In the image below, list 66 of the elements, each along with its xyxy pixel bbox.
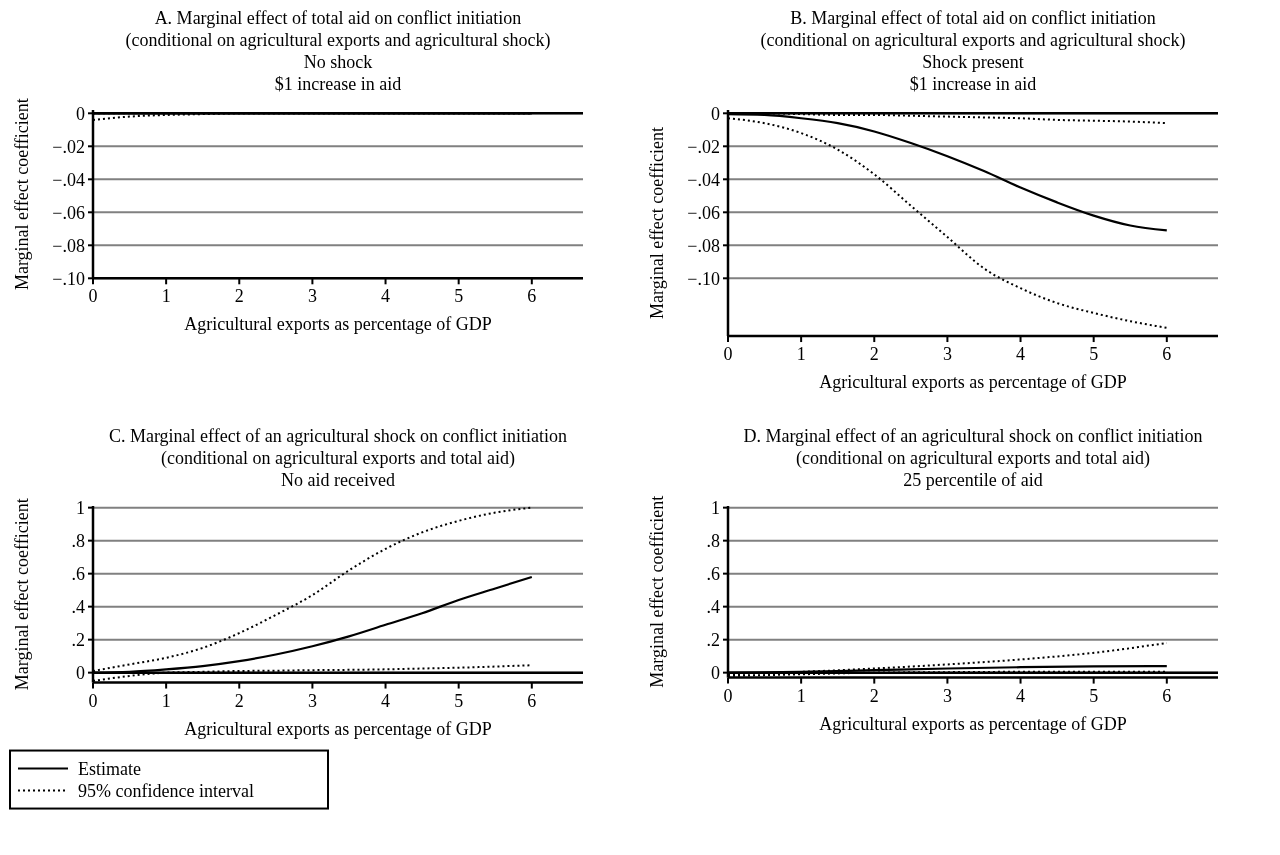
legend-label: Estimate (78, 758, 141, 779)
y-tick-label: 0 (711, 662, 720, 683)
x-tick-label: 2 (234, 286, 244, 307)
y-tick-label: 1 (711, 497, 720, 518)
x-tick-label: 3 (307, 286, 317, 307)
x-axis-title: Agricultural exports as percentage of GDP (819, 372, 1127, 393)
chart-subtitle: (conditional on agricultural exports and total aid) No aid received (161, 448, 515, 490)
x-tick-label: 2 (869, 685, 879, 706)
x-axis-title: Agricultural exports as percentage of GDP (184, 718, 492, 739)
y-tick-label: .6 (706, 563, 720, 584)
x-tick-label: 1 (796, 344, 806, 365)
chart-subtitle: (conditional on agricultural exports and agricultural shock) Shock present $1 increase in aid (760, 30, 1186, 94)
x-tick-label: 3 (307, 690, 317, 711)
y-tick-label: .6 (71, 563, 85, 584)
y-axis-title: Marginal effect coefficient (12, 98, 32, 291)
y-tick-label: .4 (71, 596, 85, 617)
chart-title: B. Marginal effect of total aid on conflict initiation (790, 8, 1156, 28)
x-tick-label: 3 (942, 685, 952, 706)
y-tick-label: 0 (711, 103, 720, 124)
x-tick-label: 5 (1089, 685, 1099, 706)
x-tick-label: 1 (161, 690, 171, 711)
x-tick-label: 3 (942, 344, 952, 365)
x-tick-label: 2 (234, 690, 244, 711)
y-tick-label: −.04 (52, 169, 85, 190)
y-axis-title: Marginal effect coefficient (647, 495, 667, 688)
y-tick-label: .2 (706, 629, 720, 650)
chart-title: C. Marginal effect of an agricultural shock on conflict initiation (108, 426, 568, 446)
y-tick-label: .8 (71, 530, 85, 551)
y-tick-label: −.06 (52, 202, 85, 223)
x-tick-label: 5 (454, 286, 464, 307)
y-tick-label: −.08 (52, 235, 85, 256)
y-tick-label: −.10 (687, 268, 720, 289)
y-tick-label: −.10 (52, 268, 85, 289)
x-tick-label: 6 (527, 286, 537, 307)
x-tick-label: 1 (796, 685, 806, 706)
chart-subtitle: (conditional on agricultural exports and agricultural shock) No shock $1 increase in aid (125, 30, 551, 94)
y-tick-label: .2 (71, 629, 85, 650)
y-axis-title: Marginal effect coefficient (12, 498, 32, 691)
y-tick-label: 0 (76, 103, 85, 124)
y-axis-title: Marginal effect coefficient (647, 127, 667, 319)
x-tick-label: 5 (1089, 344, 1099, 365)
x-tick-label: 6 (527, 690, 537, 711)
chart-title: D. Marginal effect of an agricultural shock on conflict initiation (743, 426, 1203, 446)
x-tick-label: 2 (869, 344, 879, 365)
x-tick-label: 1 (161, 286, 171, 307)
x-tick-label: 4 (381, 690, 391, 711)
y-tick-label: .8 (706, 530, 720, 551)
x-tick-label: 5 (454, 690, 464, 711)
y-tick-label: −.08 (687, 235, 720, 256)
x-tick-label: 6 (1162, 685, 1172, 706)
x-tick-label: 6 (1162, 344, 1172, 365)
y-tick-label: −.02 (687, 136, 720, 157)
x-tick-label: 4 (381, 286, 391, 307)
legend-label: 95% confidence interval (78, 780, 254, 801)
x-axis-title: Agricultural exports as percentage of GDP (819, 713, 1127, 734)
y-tick-label: 1 (76, 497, 85, 518)
y-tick-label: −.06 (687, 202, 720, 223)
x-tick-label: 4 (1016, 685, 1026, 706)
y-tick-label: .4 (706, 596, 720, 617)
y-tick-label: 0 (76, 662, 85, 683)
x-axis-title: Agricultural exports as percentage of GDP (184, 314, 492, 335)
y-tick-label: −.04 (687, 169, 720, 190)
chart-subtitle: (conditional on agricultural exports and total aid) 25 percentile of aid (796, 448, 1150, 490)
x-tick-label: 4 (1016, 344, 1026, 365)
chart-title: A. Marginal effect of total aid on conflict initiation (154, 8, 522, 28)
y-tick-label: −.02 (52, 136, 85, 157)
